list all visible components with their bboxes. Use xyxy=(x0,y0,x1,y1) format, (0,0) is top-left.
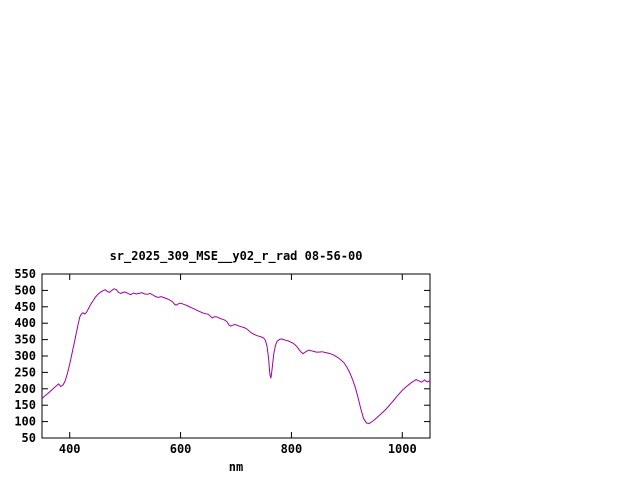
y-tick-label: 50 xyxy=(22,431,36,445)
y-tick-label: 500 xyxy=(14,283,36,297)
x-axis-label: nm xyxy=(228,460,244,474)
y-tick-label: 550 xyxy=(14,267,36,281)
y-tick-label: 100 xyxy=(14,415,36,429)
y-tick-label: 300 xyxy=(14,349,36,363)
x-tick-label: 1000 xyxy=(388,442,417,456)
x-tick-label: 600 xyxy=(170,442,192,456)
x-tick-label: 800 xyxy=(281,442,303,456)
spectrum-line xyxy=(41,288,431,425)
y-tick-label: 150 xyxy=(14,398,36,412)
x-tick-label: 400 xyxy=(59,442,81,456)
y-tick-label: 250 xyxy=(14,365,36,379)
y-tick-label: 400 xyxy=(14,316,36,330)
y-tick-label: 200 xyxy=(14,382,36,396)
chart-title: sr_2025_309_MSE__y02_r_rad 08-56-00 xyxy=(109,249,363,263)
y-tick-label: 450 xyxy=(14,300,36,314)
y-tick-label: 350 xyxy=(14,333,36,347)
plot-border xyxy=(41,273,431,439)
